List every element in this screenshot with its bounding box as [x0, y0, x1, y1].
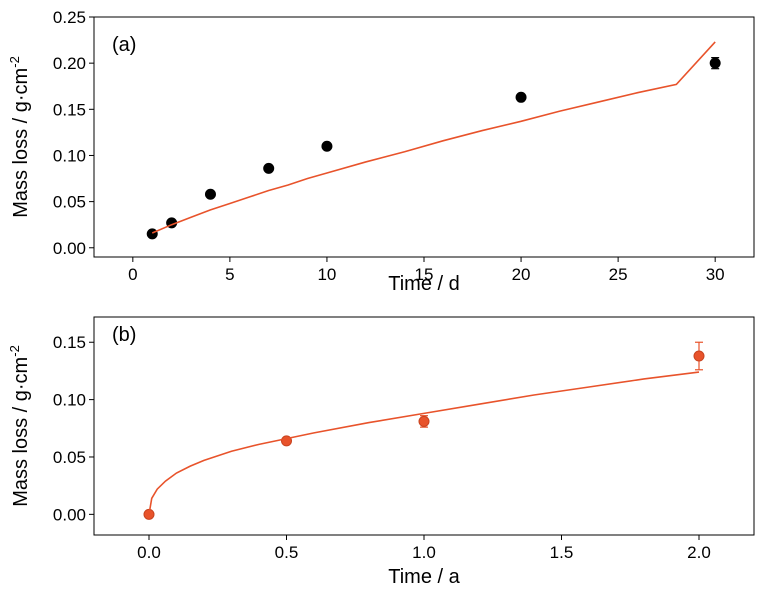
- panel-label: (a): [112, 34, 136, 56]
- x-axis-title: Time / a: [388, 566, 460, 588]
- x-tick-label: 20: [512, 265, 531, 284]
- y-tick-label: 0.25: [53, 8, 86, 27]
- x-tick-label: 1.0: [412, 543, 436, 562]
- y-tick-label: 0.10: [53, 146, 86, 165]
- plot-frame: [93, 16, 755, 258]
- data-point: [693, 350, 705, 362]
- y-tick-label: 0.15: [53, 333, 86, 352]
- y-axis-title: Mass loss / g·cm-2: [7, 345, 32, 507]
- data-point: [515, 91, 527, 103]
- y-axis-title-superscript: -2: [7, 345, 22, 357]
- x-tick-label: 0.0: [137, 543, 161, 562]
- fit-curve: [151, 41, 716, 234]
- y-tick-label: 0.00: [53, 505, 86, 524]
- x-tick-label: 0.5: [275, 543, 299, 562]
- y-axis-title-superscript: -2: [7, 56, 22, 68]
- x-tick-label: 1.5: [550, 543, 574, 562]
- data-point: [146, 228, 158, 240]
- y-tick-label: 0.10: [53, 391, 86, 410]
- x-tick-label: 30: [706, 265, 725, 284]
- y-tick-label: 0.05: [53, 193, 86, 212]
- y-axis-title: Mass loss / g·cm-2: [7, 56, 32, 218]
- data-point: [263, 162, 275, 174]
- y-axis-title-main: Mass loss / g·cm: [10, 357, 32, 507]
- y-tick-label: 0.05: [53, 448, 86, 467]
- x-tick-label: 2.0: [687, 543, 711, 562]
- x-tick-label: 0: [128, 265, 137, 284]
- x-tick-label: 25: [609, 265, 628, 284]
- x-tick-label: 10: [317, 265, 336, 284]
- x-tick-label: 5: [225, 265, 234, 284]
- y-axis-title-main: Mass loss / g·cm: [10, 68, 32, 218]
- panel-a: 0 5 10 15 20 25 30 0.00 0.05 0.10 0.15 0.20 0.25 Time…: [7, 8, 755, 295]
- y-tick-label: 0.20: [53, 54, 86, 73]
- y-tick-label: 0.00: [53, 239, 86, 258]
- x-tick-label: 15: [415, 265, 434, 284]
- y-tick-label: 0.15: [53, 100, 86, 119]
- data-point: [709, 57, 721, 69]
- panel-b: 0.0 0.5 1.0 1.5 2.0 0.00 0.05 0.10 0.15 Time / a M…: [7, 316, 755, 588]
- fit-curve: [148, 371, 700, 515]
- x-axis-title: Time / d: [388, 273, 460, 295]
- data-point: [321, 140, 333, 152]
- panel-label: (b): [112, 324, 136, 346]
- data-point: [204, 188, 216, 200]
- data-point: [418, 415, 430, 427]
